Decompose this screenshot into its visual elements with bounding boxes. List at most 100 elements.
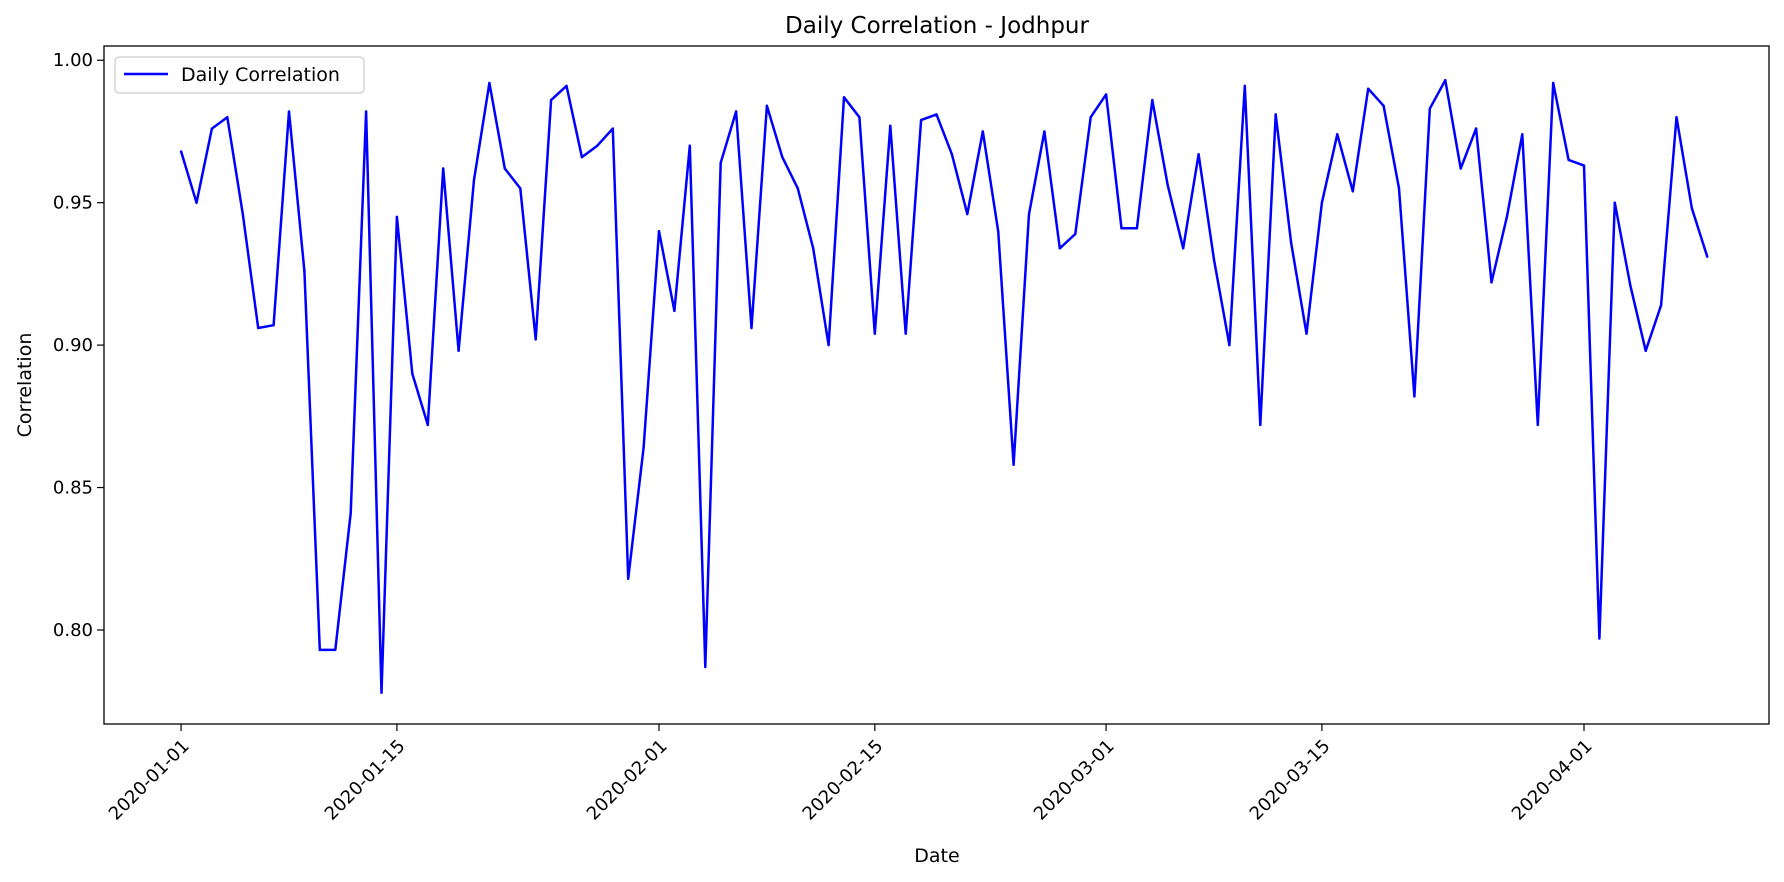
data-point — [442, 167, 445, 170]
y-tick-label: 1.00 — [53, 50, 93, 71]
data-point — [1336, 133, 1339, 136]
data-point — [210, 127, 214, 130]
data-point — [1444, 79, 1447, 82]
y-tick-label: 0.80 — [53, 620, 93, 641]
data-point — [1089, 116, 1092, 119]
data-point — [919, 118, 923, 122]
data-point — [935, 113, 938, 116]
data-point — [1259, 423, 1262, 427]
data-point — [1521, 133, 1524, 136]
data-point — [1413, 395, 1416, 398]
data-point — [349, 512, 352, 515]
data-point — [1629, 284, 1632, 287]
y-tick-label: 0.85 — [53, 478, 93, 499]
data-point — [1104, 93, 1108, 96]
data-point — [395, 215, 399, 219]
data-point — [1598, 637, 1601, 640]
data-point — [380, 691, 383, 694]
data-point — [889, 124, 892, 128]
data-point — [1706, 255, 1709, 258]
data-point — [642, 446, 645, 449]
series-layer — [179, 78, 1709, 694]
data-point — [1305, 332, 1308, 335]
data-point — [981, 130, 984, 133]
data-point — [426, 423, 429, 427]
data-point — [1243, 84, 1247, 88]
data-point — [1058, 247, 1062, 250]
data-point — [1536, 423, 1540, 427]
y-axis-label: Correlation — [14, 333, 36, 438]
data-point — [842, 96, 846, 99]
data-point — [596, 144, 599, 147]
data-point — [411, 372, 414, 375]
data-point — [1212, 258, 1216, 261]
data-point — [1120, 227, 1123, 230]
data-point — [226, 116, 229, 119]
data-point — [1644, 349, 1647, 352]
data-point — [580, 155, 584, 159]
data-point — [1289, 241, 1293, 244]
data-point — [1151, 98, 1154, 102]
data-point — [719, 161, 722, 164]
data-point — [812, 247, 815, 250]
data-point — [704, 665, 707, 669]
data-point — [765, 104, 769, 108]
data-point — [241, 212, 244, 216]
data-point — [1043, 130, 1046, 133]
data-point — [1182, 247, 1185, 250]
y-tick-label: 0.95 — [53, 193, 93, 214]
data-point — [781, 155, 784, 159]
data-point — [1320, 201, 1324, 204]
data-point — [364, 110, 368, 113]
data-point — [272, 324, 275, 327]
data-point — [1382, 104, 1385, 108]
data-point — [503, 167, 506, 170]
data-point — [472, 178, 476, 182]
data-point — [1228, 343, 1231, 347]
data-point — [1675, 116, 1678, 119]
series-line-daily-correlation — [179, 78, 1709, 694]
data-point — [1012, 463, 1015, 466]
data-point — [1397, 187, 1401, 190]
data-point — [1613, 201, 1617, 204]
legend-box — [114, 56, 365, 94]
plot-frame — [103, 45, 1770, 725]
data-point — [257, 326, 260, 330]
data-point — [997, 230, 1000, 233]
data-point — [950, 153, 954, 156]
data-point — [1027, 212, 1031, 216]
data-point — [303, 269, 306, 273]
data-point — [1274, 113, 1277, 116]
data-point — [1197, 153, 1200, 156]
data-point — [1135, 227, 1139, 230]
y-tick-label: 0.90 — [53, 335, 93, 356]
data-point — [549, 98, 553, 102]
data-point — [1505, 215, 1509, 219]
data-point — [1074, 232, 1077, 236]
data-point — [1459, 167, 1462, 170]
data-point — [1490, 281, 1493, 284]
data-point — [1166, 184, 1170, 187]
data-point — [1474, 127, 1478, 130]
data-point — [611, 127, 614, 130]
data-point — [488, 81, 491, 85]
data-point — [179, 150, 183, 153]
data-point — [1367, 87, 1370, 90]
legend-label: Daily Correlation — [181, 64, 340, 86]
data-point — [457, 349, 460, 352]
data-point — [287, 110, 291, 113]
data-point — [1567, 158, 1570, 162]
data-point — [796, 187, 799, 190]
data-point — [1690, 207, 1694, 210]
data-point — [734, 110, 738, 113]
data-point — [334, 648, 337, 652]
data-point — [519, 187, 522, 190]
data-point — [195, 201, 198, 204]
data-point — [318, 648, 321, 652]
data-point — [1428, 107, 1432, 110]
data-point — [1582, 164, 1586, 167]
data-point — [1351, 190, 1355, 193]
data-point — [627, 577, 630, 580]
data-point — [750, 326, 753, 330]
